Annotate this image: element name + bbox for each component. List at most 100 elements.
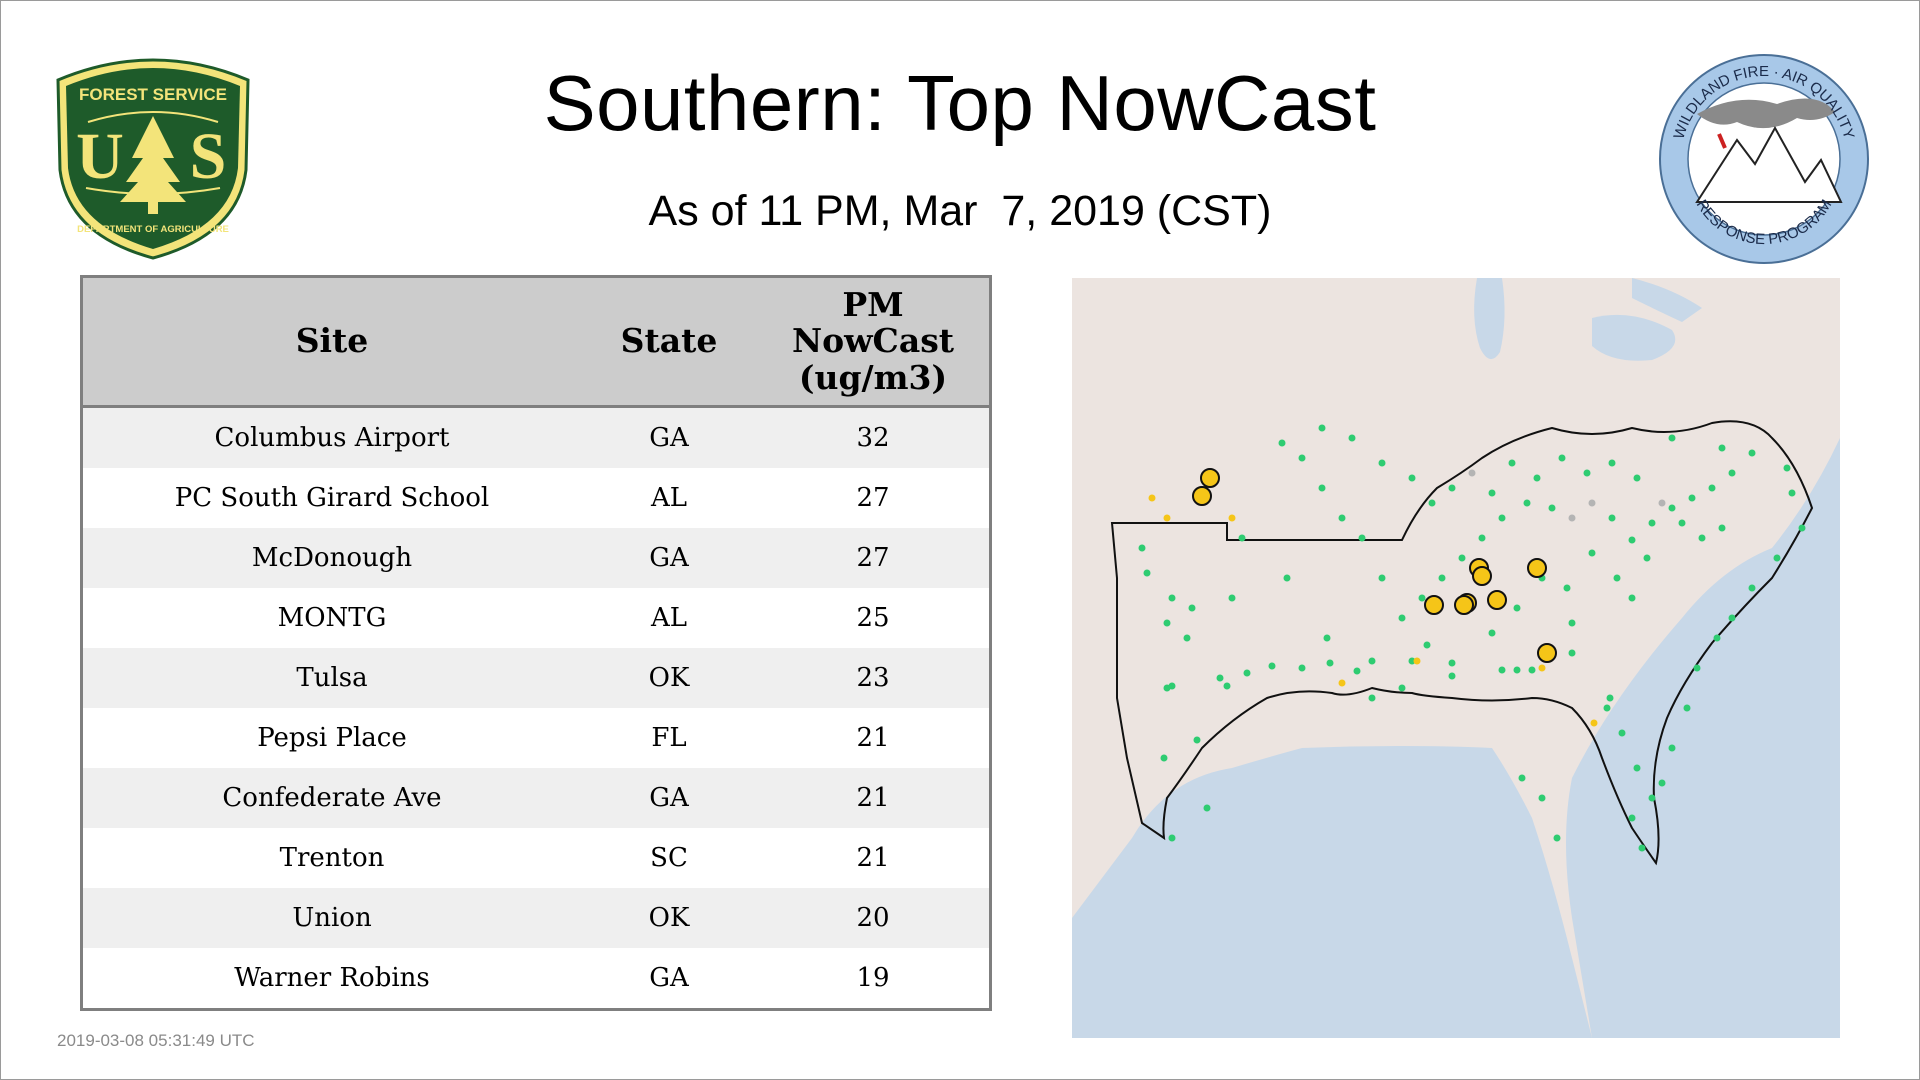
monitor-marker (1326, 659, 1334, 667)
monitor-marker (1448, 659, 1456, 667)
monitor-marker (1498, 514, 1506, 522)
lake-erie (1592, 314, 1676, 361)
monitor-marker (1148, 494, 1156, 502)
monitor-marker (1408, 474, 1416, 482)
monitor-marker (1568, 514, 1576, 522)
lake-michigan (1474, 278, 1505, 360)
monitor-marker (1583, 469, 1591, 477)
monitor-marker (1378, 574, 1386, 582)
header-pm-line3: (ug/m3) (798, 357, 948, 397)
svg-text:U: U (76, 120, 124, 193)
table-row: Trenton SC 21 (81, 828, 991, 888)
monitor-marker (1533, 474, 1541, 482)
site-cell: MONTG (81, 588, 581, 648)
monitor-marker (1488, 489, 1496, 497)
value-cell: 20 (757, 888, 991, 948)
monitor-marker (1488, 629, 1496, 637)
value-cell: 21 (757, 708, 991, 768)
monitor-marker (1718, 524, 1726, 532)
value-cell: 32 (757, 406, 991, 468)
table-row: Union OK 20 (81, 888, 991, 948)
monitor-marker (1278, 439, 1286, 447)
monitor-marker (1448, 672, 1456, 680)
monitor-marker (1528, 666, 1536, 674)
monitor-marker (1338, 514, 1346, 522)
monitor-marker (1628, 814, 1636, 822)
monitor-marker (1748, 449, 1756, 457)
svg-text:S: S (190, 120, 227, 193)
monitor-marker (1603, 704, 1611, 712)
table-row: Tulsa OK 23 (81, 648, 991, 708)
monitor-marker (1538, 664, 1546, 672)
top-site-marker (1192, 486, 1212, 506)
table-row: McDonough GA 27 (81, 528, 991, 588)
monitor-marker (1563, 584, 1571, 592)
monitor-marker (1523, 499, 1531, 507)
monitor-marker (1748, 584, 1756, 592)
monitor-marker (1193, 736, 1201, 744)
southern-region-boundary (1110, 420, 1814, 866)
site-cell: Warner Robins (81, 948, 581, 1010)
monitor-marker (1633, 474, 1641, 482)
header-site: Site (81, 276, 581, 408)
forest-service-logo: FOREST SERVICE U S DEPARTMENT OF AGRICUL… (56, 58, 250, 260)
site-cell: Confederate Ave (81, 768, 581, 828)
state-cell: FL (581, 708, 757, 768)
state-cell: GA (581, 406, 757, 468)
monitor-marker (1693, 664, 1701, 672)
lake-huron (1632, 278, 1702, 322)
monitor-marker (1708, 484, 1716, 492)
monitor-marker (1398, 684, 1406, 692)
gulf-of-mexico (1072, 746, 1592, 1038)
generated-timestamp: 2019-03-08 05:31:49 UTC (57, 1031, 255, 1050)
monitor-marker (1283, 574, 1291, 582)
page-subtitle: As of 11 PM, Mar 7, 2019 (CST) (648, 187, 1272, 235)
monitor-marker (1163, 619, 1171, 627)
monitor-marker (1203, 804, 1211, 812)
monitor-marker (1618, 729, 1626, 737)
monitor-marker (1718, 444, 1726, 452)
header-pm-nowcast: PM NowCast (ug/m3) (757, 276, 991, 408)
monitor-marker (1168, 834, 1176, 842)
monitor-marker (1348, 434, 1356, 442)
monitor-marker (1568, 619, 1576, 627)
monitor-marker (1643, 554, 1651, 562)
site-cell: PC South Girard School (81, 468, 581, 528)
state-cell: GA (581, 528, 757, 588)
monitor-marker (1353, 667, 1361, 675)
monitor-marker (1648, 519, 1656, 527)
monitor-marker (1188, 604, 1196, 612)
monitor-marker (1508, 459, 1516, 467)
table-row: Warner Robins GA 19 (81, 948, 991, 1010)
monitor-marker (1773, 554, 1781, 562)
monitor-marker (1408, 657, 1416, 665)
value-cell: 21 (757, 768, 991, 828)
table-row: Confederate Ave GA 21 (81, 768, 991, 828)
header-pm-line2: NowCast (791, 321, 955, 361)
monitor-marker (1606, 694, 1614, 702)
monitor-marker (1413, 657, 1421, 665)
monitor-marker (1553, 834, 1561, 842)
site-cell: Pepsi Place (81, 708, 581, 768)
monitor-marker (1628, 536, 1636, 544)
monitor-marker (1513, 666, 1521, 674)
top-site-marker (1472, 566, 1492, 586)
wildland-fire-air-quality-logo: WILDLAND FIRE · AIR QUALITY RESPONSE PRO… (1659, 54, 1869, 264)
state-cell: OK (581, 888, 757, 948)
monitor-marker (1228, 594, 1236, 602)
monitor-marker (1668, 504, 1676, 512)
monitor-marker (1216, 674, 1224, 682)
monitor-marker (1498, 666, 1506, 674)
value-cell: 21 (757, 828, 991, 888)
monitor-marker (1228, 514, 1236, 522)
monitor-marker (1728, 469, 1736, 477)
monitor-marker (1628, 594, 1636, 602)
site-cell: Columbus Airport (81, 406, 581, 468)
table-row: Columbus Airport GA 32 (81, 406, 991, 468)
top-site-marker (1424, 595, 1444, 615)
value-cell: 23 (757, 648, 991, 708)
state-cell: SC (581, 828, 757, 888)
monitor-marker (1243, 669, 1251, 677)
monitor-marker (1378, 459, 1386, 467)
value-cell: 27 (757, 528, 991, 588)
